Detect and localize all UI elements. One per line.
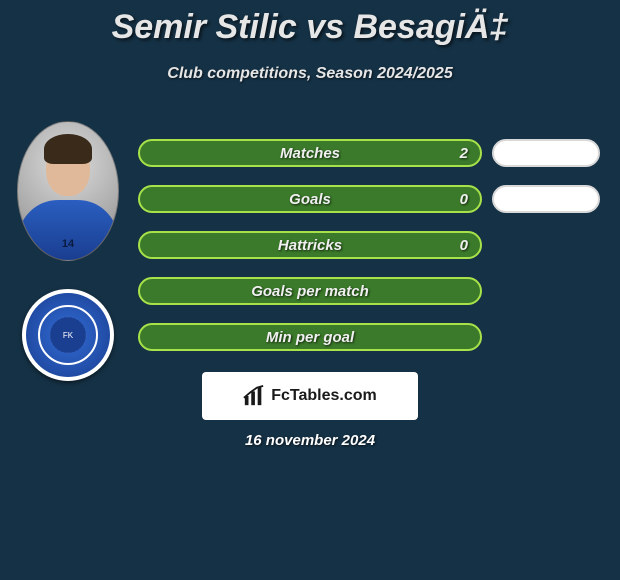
footer-date: 16 november 2024 (0, 432, 620, 449)
stat-label: Goals (289, 191, 331, 208)
club-badge-inner: FK (50, 317, 86, 353)
player1-column: 14 FK (8, 121, 128, 381)
stat-bar-left: Min per goal (138, 323, 482, 351)
stats-bars-right (492, 139, 600, 381)
chart-icon (243, 385, 265, 407)
stat-label: Hattricks (278, 237, 342, 254)
stat-value-left: 0 (460, 191, 468, 208)
player1-club-badge: FK (22, 289, 114, 381)
brand-box: FcTables.com (202, 372, 418, 420)
stat-label: Matches (280, 145, 340, 162)
stat-bar-right (492, 185, 600, 213)
stat-bar-left: Matches 2 (138, 139, 482, 167)
stat-value-left: 2 (460, 145, 468, 162)
stats-bars-left: Matches 2 Goals 0 Hattricks 0 Goals per match M… (138, 139, 482, 369)
stat-bar-right-empty (492, 231, 600, 281)
stat-bar-right-empty (492, 281, 600, 331)
stat-bar-left: Goals 0 (138, 185, 482, 213)
stat-bar-right-empty (492, 331, 600, 381)
page-title: Semir Stilic vs BesagiÄ‡ (0, 0, 620, 47)
stat-label: Min per goal (266, 329, 354, 346)
player1-avatar: 14 (17, 121, 119, 261)
brand-label: FcTables.com (271, 387, 377, 405)
player1-jersey: 14 (18, 200, 118, 260)
page-subtitle: Club competitions, Season 2024/2025 (0, 65, 620, 83)
stat-bar-left: Hattricks 0 (138, 231, 482, 259)
player1-hair (44, 134, 92, 164)
stat-bar-left: Goals per match (138, 277, 482, 305)
stat-bar-right (492, 139, 600, 167)
player1-jersey-number: 14 (62, 238, 74, 250)
stat-value-left: 0 (460, 237, 468, 254)
stat-label: Goals per match (251, 283, 369, 300)
